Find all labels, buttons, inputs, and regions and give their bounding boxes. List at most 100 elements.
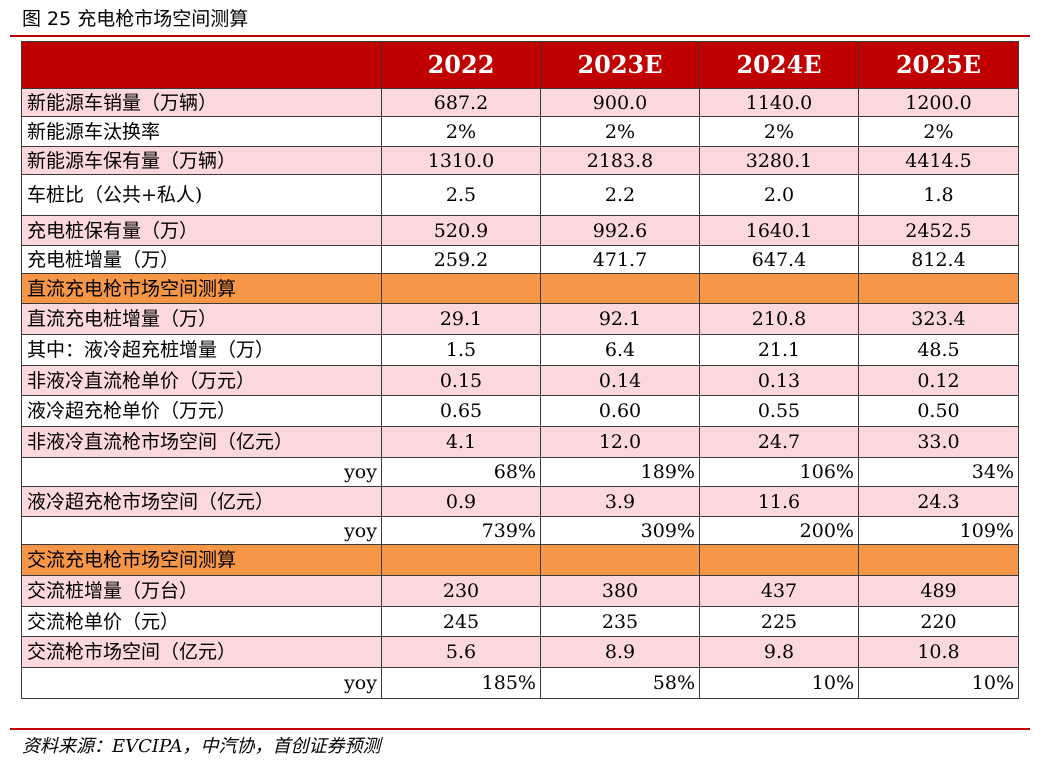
table-cell: 2% [858, 116, 1019, 147]
table-cell: 245 [381, 606, 541, 637]
table-cell [381, 273, 541, 304]
table-cell: 1.5 [381, 334, 541, 366]
table-cell: 1640.1 [699, 215, 859, 246]
table-cell: 109% [858, 516, 1019, 545]
table-cell: 489 [858, 575, 1019, 607]
row-label: 液冷超充枪市场空间（亿元） [21, 486, 382, 517]
table-cell: 0.50 [858, 395, 1019, 427]
row-label: 充电桩增量（万） [21, 245, 382, 274]
table-cell: 0.55 [699, 395, 859, 427]
row-label: 交流枪单价（元） [21, 606, 382, 637]
table-row: 新能源车汰换率 2% 2% 2% 2% [21, 116, 1019, 147]
table-cell: 520.9 [381, 215, 541, 246]
table-cell: 92.1 [540, 303, 700, 335]
row-label: 新能源车保有量（万辆） [21, 146, 382, 175]
table-cell: 230 [381, 575, 541, 607]
table-cell: 10% [699, 667, 859, 699]
table-row: 非液冷直流枪市场空间（亿元） 4.1 12.0 24.7 33.0 [21, 426, 1019, 458]
table-cell: 647.4 [699, 245, 859, 274]
row-label: 交流桩增量（万台） [21, 575, 382, 607]
table-cell: 0.65 [381, 395, 541, 427]
row-label: 充电桩保有量（万） [21, 215, 382, 246]
table-cell: 2183.8 [540, 146, 700, 175]
section-label: 交流充电枪市场空间测算 [21, 544, 382, 576]
header-row: 2022 2023E 2024E 2025E [21, 41, 1019, 89]
table-cell: 21.1 [699, 334, 859, 366]
table-row: 充电桩保有量（万） 520.9 992.6 1640.1 2452.5 [21, 215, 1019, 246]
row-label: 非液冷直流枪单价（万元） [21, 365, 382, 396]
table-cell: 1310.0 [381, 146, 541, 175]
table-cell: 24.3 [858, 486, 1019, 517]
table-cell [540, 544, 700, 576]
header-cell-2022: 2022 [381, 41, 541, 89]
row-label: 直流充电桩增量（万） [21, 303, 382, 335]
row-label: 非液冷直流枪市场空间（亿元） [21, 426, 382, 458]
table-cell: 0.15 [381, 365, 541, 396]
table-row: 非液冷直流枪单价（万元） 0.15 0.14 0.13 0.12 [21, 365, 1019, 396]
table-cell: 33.0 [858, 426, 1019, 458]
table-cell: 12.0 [540, 426, 700, 458]
table-cell: 29.1 [381, 303, 541, 335]
table-cell: 0.9 [381, 486, 541, 517]
table-cell: 11.6 [699, 486, 859, 517]
table-cell: 5.6 [381, 636, 541, 668]
section-label: 直流充电枪市场空间测算 [21, 273, 382, 304]
row-label: yoy [21, 457, 382, 487]
table-cell: 6.4 [540, 334, 700, 366]
table-cell: 106% [699, 457, 859, 487]
table-cell: 739% [381, 516, 541, 545]
table-cell: 4.1 [381, 426, 541, 458]
bottom-rule [10, 728, 1030, 730]
table-row: 新能源车保有量（万辆） 1310.0 2183.8 3280.1 4414.5 [21, 146, 1019, 175]
row-label: 新能源车销量（万辆） [21, 88, 382, 117]
table-cell: 210.8 [699, 303, 859, 335]
table-cell: 0.60 [540, 395, 700, 427]
table-cell: 10% [858, 667, 1019, 699]
table-cell: 4414.5 [858, 146, 1019, 175]
table-cell: 323.4 [858, 303, 1019, 335]
table-cell: 1200.0 [858, 88, 1019, 117]
table-cell [858, 544, 1019, 576]
table-cell: 992.6 [540, 215, 700, 246]
yoy-row: yoy 739% 309% 200% 109% [21, 516, 1019, 545]
table-cell: 200% [699, 516, 859, 545]
table-cell: 225 [699, 606, 859, 637]
header-cell-2024e: 2024E [699, 41, 859, 89]
table-cell [858, 273, 1019, 304]
table-row: 液冷超充枪单价（万元） 0.65 0.60 0.55 0.50 [21, 395, 1019, 427]
table-row: 新能源车销量（万辆） 687.2 900.0 1140.0 1200.0 [21, 88, 1019, 117]
table-cell: 0.12 [858, 365, 1019, 396]
source-note: 资料来源：EVCIPA，中汽协，首创证券预测 [22, 736, 381, 757]
table-cell: 0.14 [540, 365, 700, 396]
section-row: 直流充电枪市场空间测算 [21, 273, 1019, 304]
table-cell: 471.7 [540, 245, 700, 274]
table-cell: 687.2 [381, 88, 541, 117]
table-cell: 3280.1 [699, 146, 859, 175]
row-label: yoy [21, 516, 382, 545]
table-row: 充电桩增量（万） 259.2 471.7 647.4 812.4 [21, 245, 1019, 274]
table-cell: 259.2 [381, 245, 541, 274]
table-cell: 0.13 [699, 365, 859, 396]
yoy-row: yoy 185% 58% 10% 10% [21, 667, 1019, 699]
table-cell: 2.2 [540, 174, 700, 216]
yoy-row: yoy 68% 189% 106% 34% [21, 457, 1019, 487]
table-cell: 185% [381, 667, 541, 699]
table-cell: 2% [699, 116, 859, 147]
table-cell: 2452.5 [858, 215, 1019, 246]
table-cell: 900.0 [540, 88, 700, 117]
table-cell: 68% [381, 457, 541, 487]
table-row: 交流枪单价（元） 245 235 225 220 [21, 606, 1019, 637]
row-label: 液冷超充枪单价（万元） [21, 395, 382, 427]
section-row: 交流充电枪市场空间测算 [21, 544, 1019, 576]
table-cell: 9.8 [699, 636, 859, 668]
header-cell-2023e: 2023E [540, 41, 700, 89]
table-row: 车桩比（公共+私人) 2.5 2.2 2.0 1.8 [21, 174, 1019, 216]
table-row: 液冷超充枪市场空间（亿元） 0.9 3.9 11.6 24.3 [21, 486, 1019, 517]
table-cell: 235 [540, 606, 700, 637]
table-row: 其中：液冷超充桩增量（万） 1.5 6.4 21.1 48.5 [21, 334, 1019, 366]
row-label: 车桩比（公共+私人) [21, 174, 382, 216]
table-cell: 8.9 [540, 636, 700, 668]
table-cell: 189% [540, 457, 700, 487]
table-cell: 2.5 [381, 174, 541, 216]
top-rule [10, 35, 1030, 37]
